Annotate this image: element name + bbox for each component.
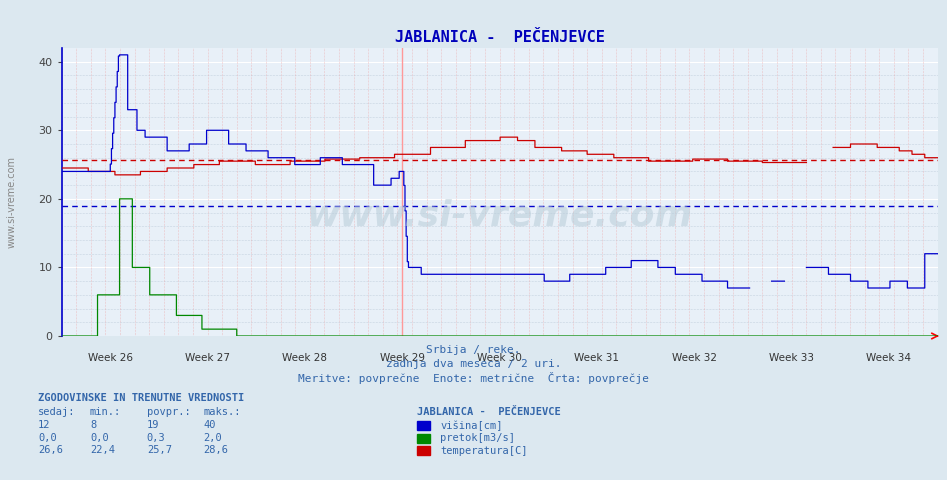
Text: Week 33: Week 33 xyxy=(769,353,814,363)
Text: Week 27: Week 27 xyxy=(185,353,230,363)
Text: 19: 19 xyxy=(147,420,159,430)
Text: 0,3: 0,3 xyxy=(147,432,166,443)
Text: min.:: min.: xyxy=(90,407,121,417)
Text: 8: 8 xyxy=(90,420,97,430)
Text: ZGODOVINSKE IN TRENUTNE VREDNOSTI: ZGODOVINSKE IN TRENUTNE VREDNOSTI xyxy=(38,393,244,403)
Text: Week 32: Week 32 xyxy=(671,353,717,363)
Text: www.si-vreme.com: www.si-vreme.com xyxy=(307,198,692,232)
Text: 2,0: 2,0 xyxy=(204,432,223,443)
Text: pretok[m3/s]: pretok[m3/s] xyxy=(440,433,515,443)
Text: www.si-vreme.com: www.si-vreme.com xyxy=(7,156,16,248)
Text: Week 29: Week 29 xyxy=(380,353,424,363)
Text: višina[cm]: višina[cm] xyxy=(440,420,503,431)
Text: 40: 40 xyxy=(204,420,216,430)
Text: Srbija / reke.: Srbija / reke. xyxy=(426,345,521,355)
Text: Meritve: povprečne  Enote: metrične  Črta: povprečje: Meritve: povprečne Enote: metrične Črta:… xyxy=(298,372,649,384)
Text: 26,6: 26,6 xyxy=(38,445,63,455)
Text: 22,4: 22,4 xyxy=(90,445,115,455)
Text: 0,0: 0,0 xyxy=(90,432,109,443)
Text: 0,0: 0,0 xyxy=(38,432,57,443)
Text: zadnja dva meseca / 2 uri.: zadnja dva meseca / 2 uri. xyxy=(385,359,562,369)
Text: temperatura[C]: temperatura[C] xyxy=(440,446,527,456)
Text: Week 26: Week 26 xyxy=(88,353,133,363)
Text: sedaj:: sedaj: xyxy=(38,407,76,417)
Text: povpr.:: povpr.: xyxy=(147,407,190,417)
Text: Week 28: Week 28 xyxy=(282,353,328,363)
Title: JABLANICA -  PEČENJEVCE: JABLANICA - PEČENJEVCE xyxy=(395,30,604,46)
Text: Week 30: Week 30 xyxy=(477,353,522,363)
Text: JABLANICA -  PEČENJEVCE: JABLANICA - PEČENJEVCE xyxy=(417,407,561,417)
Text: Week 34: Week 34 xyxy=(867,353,911,363)
Text: 12: 12 xyxy=(38,420,50,430)
Text: 28,6: 28,6 xyxy=(204,445,228,455)
Text: Week 31: Week 31 xyxy=(575,353,619,363)
Text: 25,7: 25,7 xyxy=(147,445,171,455)
Text: maks.:: maks.: xyxy=(204,407,241,417)
